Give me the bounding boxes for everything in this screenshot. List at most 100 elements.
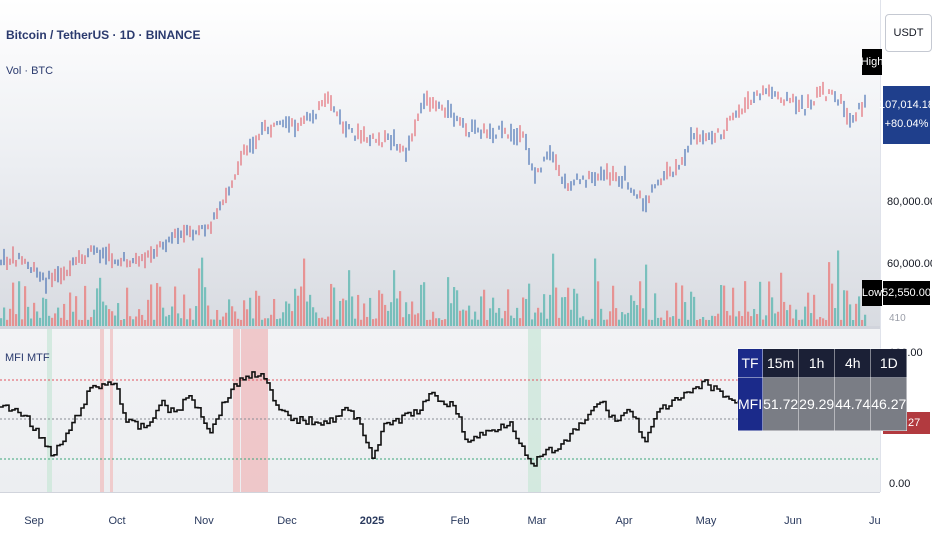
volume-bar (849, 304, 852, 326)
volume-bar (639, 281, 642, 326)
symbol-title[interactable]: Bitcoin / TetherUS · 1D · BINANCE (6, 28, 201, 42)
low-label: Low (861, 287, 883, 299)
volume-bar (24, 286, 27, 326)
volume-bar (831, 283, 834, 326)
volume-bar (690, 291, 693, 326)
volume-bar (630, 295, 633, 326)
volume-bar (318, 318, 321, 326)
volume-bar (444, 319, 447, 326)
volume-bar (489, 308, 492, 326)
volume-bar (219, 319, 222, 326)
volume-bar (735, 316, 738, 326)
volume-bar (702, 317, 705, 326)
pane-separator[interactable] (0, 326, 932, 329)
volume-bar (699, 318, 702, 326)
volume-bar (576, 293, 579, 326)
volume-bar (498, 308, 501, 326)
volume-bar (657, 317, 660, 326)
volume-bar (843, 290, 846, 326)
volume-bar (789, 304, 792, 326)
volume-bar (291, 311, 294, 326)
volume-bar (132, 319, 135, 326)
price-axis[interactable]: 80,000.00 60,000.00 410 100.00 0.00 (880, 0, 932, 513)
volume-bar (426, 319, 429, 326)
volume-bar (591, 318, 594, 326)
volume-bar (339, 300, 342, 326)
volume-bar (717, 313, 720, 326)
volume-bar (204, 287, 207, 326)
volume-bar (465, 310, 468, 326)
volume-bar (273, 298, 276, 326)
currency-button[interactable]: USDT (885, 14, 932, 52)
volume-bar (192, 319, 195, 326)
volume-bar (51, 317, 54, 326)
volume-bar (72, 311, 75, 326)
volume-bar (711, 315, 714, 326)
mfi-zone-2 (110, 329, 113, 492)
volume-bar (801, 319, 804, 326)
volume-bar (123, 319, 126, 326)
volume-bar (57, 307, 60, 326)
volume-title[interactable]: Vol · BTC (6, 65, 54, 77)
high-marker: High (861, 49, 883, 75)
volume-bar (669, 317, 672, 326)
low-marker: Low (862, 280, 882, 306)
time-label-jul: Jul (868, 515, 884, 527)
volume-bar (597, 281, 600, 326)
volume-bar (249, 297, 252, 326)
volume-bar (858, 296, 861, 326)
last-price: 107,014.18 (878, 99, 932, 111)
volume-bar (645, 264, 648, 326)
volume-bar (792, 318, 795, 326)
volume-bar (438, 318, 441, 326)
volume-bar (510, 315, 513, 326)
volume-bar (813, 294, 816, 326)
volume-bar (726, 310, 729, 326)
mfi-pane[interactable] (0, 329, 880, 492)
volume-bar (822, 318, 825, 326)
volume-bar (66, 319, 69, 326)
volume-bar (642, 308, 645, 326)
price-pane[interactable] (0, 0, 880, 326)
volume-bar (96, 288, 99, 326)
axis-corner (880, 492, 932, 550)
time-axis[interactable] (0, 492, 880, 551)
last-price-tag: 107,014.18 +80.04% (879, 86, 932, 144)
volume-bar (729, 315, 732, 326)
volume-bar (678, 318, 681, 326)
volume-bar (60, 317, 63, 326)
volume-bar (198, 268, 201, 326)
volume-bar (762, 319, 765, 326)
volume-bar (477, 319, 480, 326)
volume-bar (660, 317, 663, 326)
volume-bar (420, 284, 423, 326)
volume-bar (258, 295, 261, 326)
price-chart[interactable] (0, 0, 880, 326)
mfi-zone-5 (528, 329, 541, 492)
volume-bar (663, 319, 666, 326)
volume-bar (0, 318, 3, 326)
time-label-jun: Jun (784, 515, 802, 527)
volume-bar (147, 299, 150, 326)
volume-bar (834, 308, 837, 326)
volume-bar (837, 250, 840, 326)
volume-bar (81, 319, 84, 326)
indicator-title[interactable]: MFI MTF (5, 352, 50, 364)
volume-bar (297, 295, 300, 326)
volume-bar (594, 258, 597, 326)
volume-bar (144, 319, 147, 326)
mfi-chart[interactable] (0, 329, 880, 492)
volume-bar (93, 309, 96, 326)
volume-bar (636, 305, 639, 326)
volume-bar (606, 319, 609, 326)
volume-bar (714, 316, 717, 326)
mfi-line (0, 371, 790, 467)
volume-bar (396, 298, 399, 326)
volume-bar (168, 314, 171, 326)
volume-bar (321, 317, 324, 326)
volume-bar (780, 272, 783, 326)
volume-bar (447, 277, 450, 326)
volume-bar (456, 290, 459, 326)
volume-bar (174, 286, 177, 326)
volume-bar (30, 318, 33, 326)
